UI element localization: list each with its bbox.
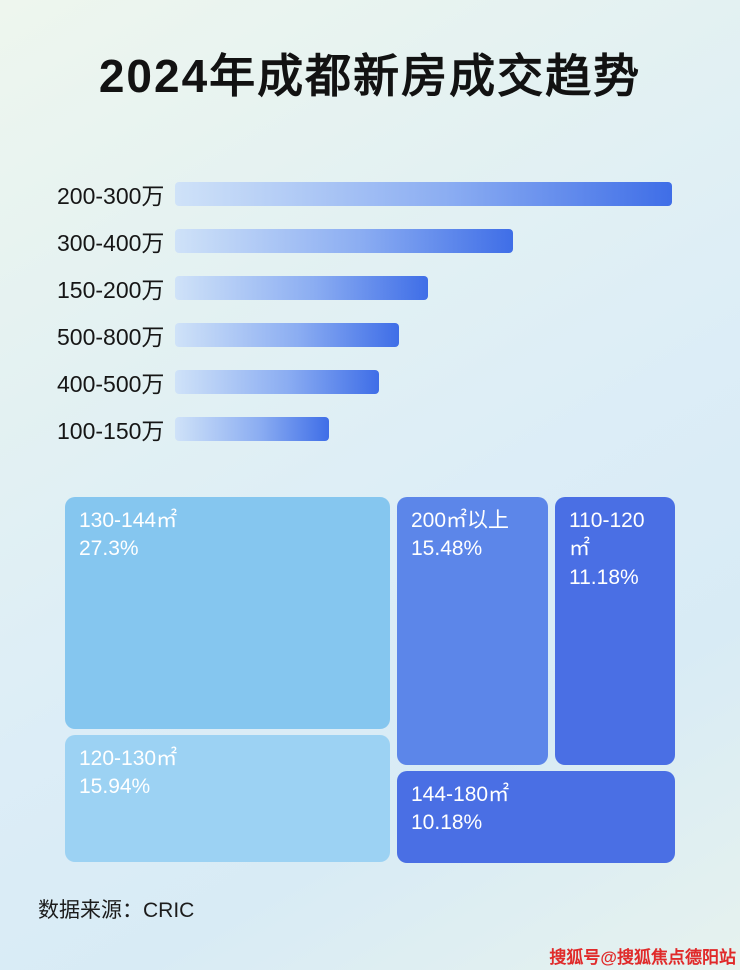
bar: [175, 276, 429, 300]
bar-category-label: 100-150万: [57, 418, 165, 444]
treemap-block: 110-120㎡ 11.18%: [555, 497, 675, 765]
bar-track: [175, 276, 672, 300]
bar: [175, 370, 379, 394]
treemap-block-value: 11.18%: [569, 565, 639, 589]
treemap-block-label: 120-130㎡: [79, 747, 178, 770]
treemap-block-value: 27.3%: [79, 537, 139, 561]
treemap-block-value: 15.94%: [79, 775, 151, 799]
bar-track: [175, 370, 672, 394]
treemap-block-label: 130-144㎡: [79, 509, 178, 532]
bar-chart: 200-300万 300-400万 150-200万 500-800万 400-500万…: [57, 182, 672, 464]
bar-row: 500-800万: [57, 323, 672, 350]
treemap-block: 144-180㎡ 10.18%: [397, 771, 675, 863]
bar-row: 300-400万: [57, 229, 672, 256]
bar: [175, 323, 399, 347]
treemap-block-label: 144-180㎡: [411, 783, 510, 806]
bar-track: [175, 417, 672, 441]
page-title: 2024年成都新房成交趋势: [98, 50, 642, 102]
data-source-label: 数据来源：CRIC: [38, 899, 195, 922]
treemap-block-value: 10.18%: [411, 811, 483, 835]
bar: [175, 417, 330, 441]
bar-track: [175, 229, 672, 253]
treemap-block-label: 200㎡以上: [411, 509, 510, 532]
bar: [175, 182, 672, 206]
treemap-block: 120-130㎡ 15.94%: [65, 735, 390, 862]
bar-category-label: 150-200万: [57, 277, 165, 303]
bar-track: [175, 182, 672, 206]
bar-track: [175, 323, 672, 347]
bar-row: 100-150万: [57, 417, 672, 444]
bar-category-label: 500-800万: [57, 324, 165, 350]
bar: [175, 229, 513, 253]
watermark: 搜狐号@搜狐焦点德阳站: [549, 948, 736, 967]
bar-category-label: 200-300万: [57, 183, 165, 209]
bar-row: 200-300万: [57, 182, 672, 209]
bar-category-label: 400-500万: [57, 371, 165, 397]
treemap: 130-144㎡ 27.3% 200㎡以上 15.48% 110-120㎡ 11.18% 1…: [65, 497, 675, 863]
treemap-block: 200㎡以上 15.48%: [397, 497, 548, 765]
bar-row: 150-200万: [57, 276, 672, 303]
treemap-block: 130-144㎡ 27.3%: [65, 497, 390, 729]
treemap-block-label: 110-120㎡: [569, 509, 645, 561]
bar-category-label: 300-400万: [57, 230, 165, 256]
treemap-block-value: 15.48%: [411, 537, 483, 561]
bar-row: 400-500万: [57, 370, 672, 397]
